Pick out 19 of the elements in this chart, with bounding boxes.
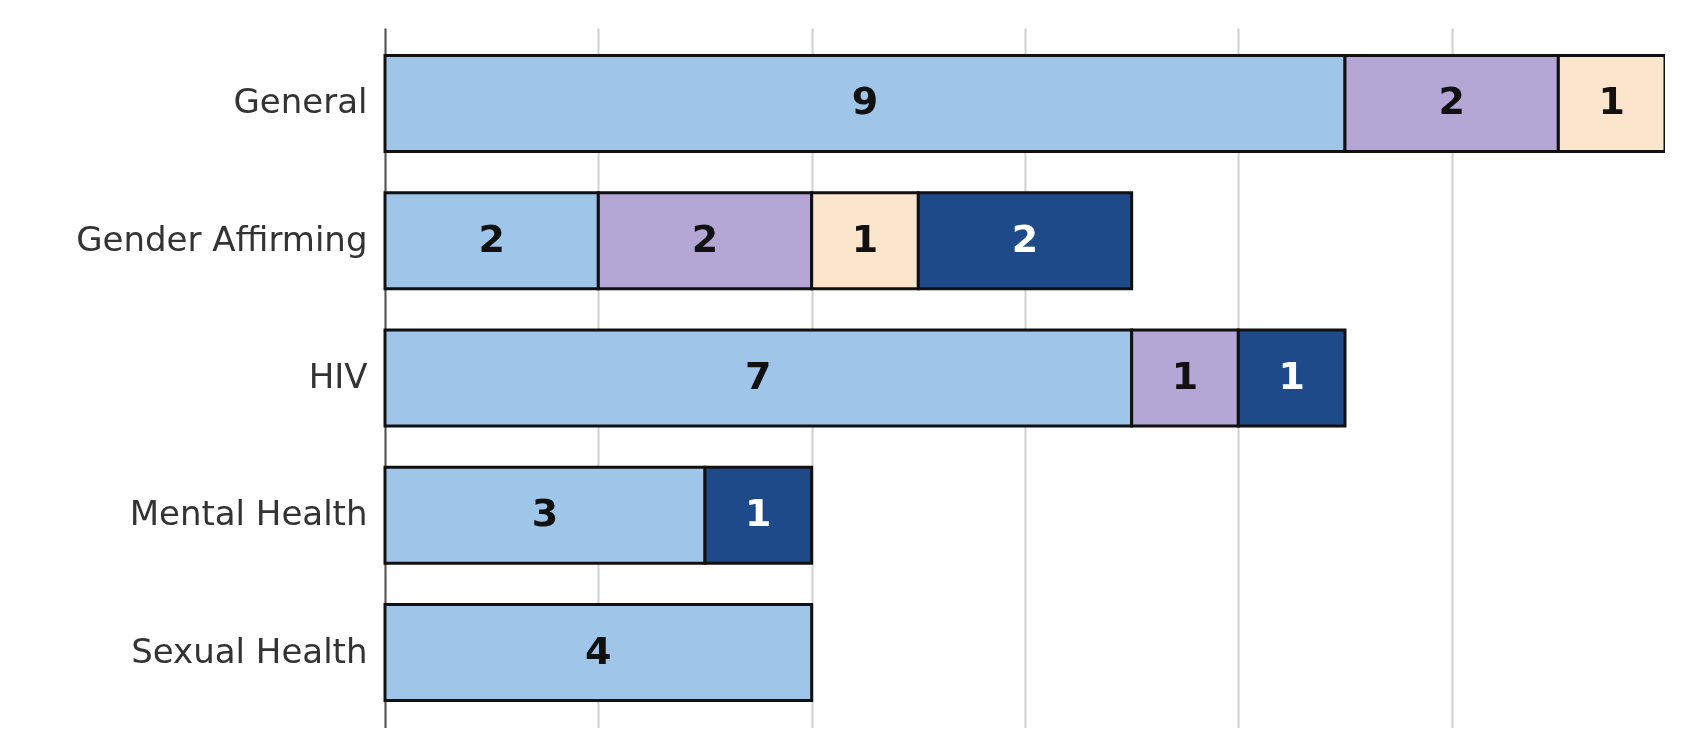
y-tick-label: Mental Health — [129, 493, 368, 534]
y-tick-label: Gender Affirming — [76, 218, 368, 259]
data-label: 2 — [691, 216, 719, 261]
y-tick-label: HIV — [308, 356, 368, 396]
y-tick-label: Sexual Health — [131, 630, 368, 671]
data-label: 1 — [1278, 354, 1305, 398]
data-label: 1 — [1171, 354, 1199, 398]
data-label: 7 — [745, 354, 772, 398]
data-label: 4 — [585, 628, 612, 673]
data-label: 1 — [745, 491, 772, 536]
data-label: 9 — [851, 79, 879, 124]
data-label: 2 — [1438, 79, 1465, 124]
data-label: 2 — [478, 216, 505, 261]
data-label: 3 — [531, 491, 559, 536]
y-tick-label: General — [233, 81, 368, 122]
bar — [383, 602, 814, 703]
data-label: 2 — [1011, 216, 1039, 261]
data-label: 1 — [851, 216, 879, 261]
data-label: 1 — [1598, 79, 1625, 124]
